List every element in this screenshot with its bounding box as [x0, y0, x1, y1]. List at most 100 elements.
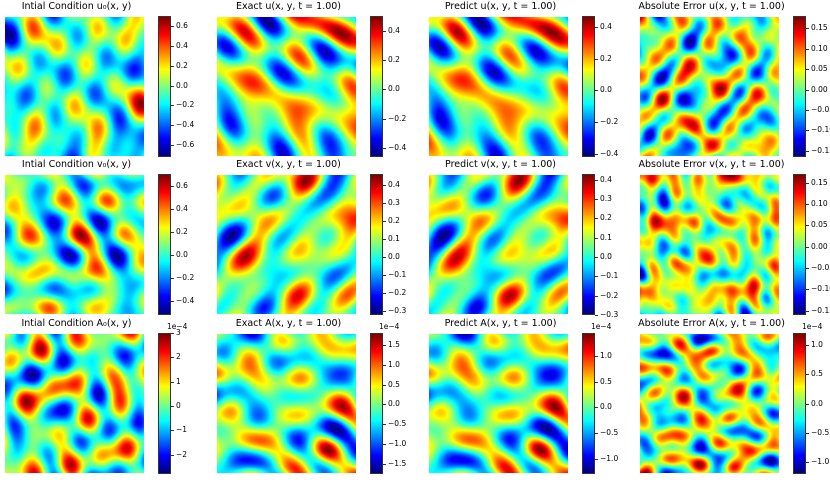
heatmap-image	[5, 334, 144, 473]
colorbar-tick-label: −1.0	[600, 453, 619, 463]
colorbar-tick-mark	[171, 454, 174, 456]
colorbar-tick-mark	[171, 301, 174, 303]
colorbar-tick-mark	[595, 58, 598, 60]
colorbar-tick-mark	[171, 105, 174, 107]
colorbar-tick-mark	[171, 381, 174, 383]
heatmap-image	[429, 175, 568, 314]
colorbar	[793, 174, 806, 315]
colorbar-tick-label: 0.3	[600, 194, 612, 204]
colorbar-tick-mark	[171, 405, 174, 407]
panel-5: Intial Condition v₀(x, y) 0.6 0.4 0.2 0.0 −0.…	[5, 159, 195, 327]
colorbar-tick-label: 1.5	[388, 339, 400, 349]
heatmap-image	[429, 334, 568, 473]
panel-11: Predict A(x, y, t = 1.00) 1.0 0.5 0.0 −0.5 −1…	[429, 318, 619, 486]
colorbar-tick-mark	[806, 344, 809, 346]
colorbar	[582, 333, 595, 474]
colorbar-tick-label: −0.5	[388, 419, 407, 429]
colorbar-tick-label: 0.0	[176, 80, 188, 90]
colorbar-tick-label: 0.0	[600, 402, 612, 412]
colorbar-tick-label: −0.4	[176, 296, 195, 306]
panel-title: Intial Condition u₀(x, y)	[21, 1, 132, 12]
colorbar-tick-label: −2	[176, 449, 188, 459]
colorbar-tick-mark	[595, 257, 598, 259]
colorbar-tick-mark	[806, 110, 809, 111]
colorbar-tick-label: 1.0	[388, 359, 400, 369]
colorbar-tick-mark	[595, 295, 598, 297]
colorbar	[582, 16, 595, 157]
panel-2: Exact u(x, y, t = 1.00) 0.4 0.2 0.0 −0.2 −0.4	[217, 1, 407, 169]
colorbar-tick-mark	[383, 364, 386, 366]
colorbar-tick-label: 0.15	[811, 177, 828, 187]
colorbar-tick-mark	[806, 203, 809, 205]
panel-9: Intial Condition A₀(x, y) 3 2 1 0 −1 −2 1e−4	[5, 318, 195, 486]
heatmap-image	[217, 175, 356, 314]
colorbar-tick-mark	[595, 237, 598, 239]
panel-1: Intial Condition u₀(x, y) 0.6 0.4 0.2 0.0 −0.…	[5, 1, 195, 169]
colorbar-tick-label: 0.4	[600, 22, 612, 32]
colorbar-tick-mark	[595, 199, 598, 201]
colorbar-tick-mark	[383, 293, 386, 295]
colorbar-tick-label: 0.0	[388, 252, 400, 262]
colorbar-tick-mark	[171, 231, 174, 233]
colorbar-tick-mark	[595, 218, 598, 220]
colorbar-tick-label: 0.2	[176, 60, 188, 70]
colorbar-tick-mark	[171, 278, 174, 280]
colorbar-tick-label: 0.2	[388, 216, 400, 225]
colorbar-tick-mark	[595, 27, 598, 29]
heatmap-image	[429, 17, 568, 156]
colorbar-tick-mark	[595, 381, 598, 383]
colorbar-tick-label: 0.4	[388, 179, 400, 189]
colorbar-tick-label: 0.4	[388, 25, 400, 35]
colorbar-tick-label: 1.0	[600, 351, 612, 361]
colorbar-tick-mark	[806, 462, 809, 464]
colorbar-tick-mark	[171, 25, 174, 27]
colorbar-tick-mark	[595, 356, 598, 358]
panel-title: Predict A(x, y, t = 1.00)	[444, 318, 557, 329]
colorbar	[370, 16, 383, 157]
colorbar-tick-mark	[383, 404, 386, 406]
panel-title: Exact A(x, y, t = 1.00)	[235, 318, 342, 329]
colorbar-tick-mark	[171, 185, 174, 187]
colorbar-tick-label: 2	[176, 352, 181, 362]
colorbar	[793, 333, 806, 474]
colorbar-tick-label: 0.05	[811, 64, 828, 74]
colorbar	[793, 16, 806, 157]
colorbar-tick-mark	[806, 48, 809, 50]
panel-3: Predict u(x, y, t = 1.00) 0.4 0.2 0.0 −0.2 −0…	[429, 1, 619, 169]
colorbar-tick-mark	[595, 315, 598, 316]
colorbar-tick-label: 3	[176, 328, 181, 337]
colorbar-tick-mark	[806, 268, 809, 269]
colorbar-tick-label: 1.0	[811, 339, 823, 349]
colorbar-tick-mark	[383, 344, 386, 346]
colorbar-tick-mark	[806, 289, 809, 291]
colorbar-tick-mark	[595, 153, 598, 155]
colorbar-tick-mark	[383, 275, 386, 277]
colorbar-tick-mark	[383, 464, 386, 466]
colorbar-offset-label: 1e−4	[379, 322, 400, 331]
heatmap-image	[640, 17, 779, 156]
colorbar-tick-label: −0.05	[811, 105, 830, 114]
colorbar-tick-label: −0.4	[388, 143, 407, 153]
colorbar-tick-mark	[383, 148, 386, 150]
colorbar-tick-mark	[595, 407, 598, 409]
panel-title: Predict u(x, y, t = 1.00)	[444, 1, 557, 12]
colorbar-tick-label: −0.2	[600, 290, 619, 300]
colorbar-tick-mark	[806, 182, 809, 184]
colorbar-tick-label: 0.0	[811, 398, 823, 408]
colorbar-tick-label: −0.5	[811, 427, 830, 437]
colorbar-tick-mark	[806, 310, 809, 312]
colorbar-tick-mark	[806, 246, 809, 248]
heatmap-image	[640, 334, 779, 473]
colorbar-tick-label: 0.2	[176, 226, 188, 236]
colorbar-tick-mark	[171, 333, 174, 334]
colorbar-tick-label: −0.2	[388, 288, 407, 298]
colorbar-tick-label: −0.2	[176, 100, 195, 110]
colorbar-tick-label: −0.4	[600, 148, 619, 158]
heatmap-image	[217, 334, 356, 473]
colorbar-tick-label: 0.10	[811, 43, 828, 53]
colorbar-tick-label: −0.15	[811, 305, 830, 315]
colorbar-tick-mark	[171, 45, 174, 47]
colorbar-tick-mark	[383, 30, 386, 32]
colorbar-offset-label: 1e−4	[591, 322, 612, 331]
